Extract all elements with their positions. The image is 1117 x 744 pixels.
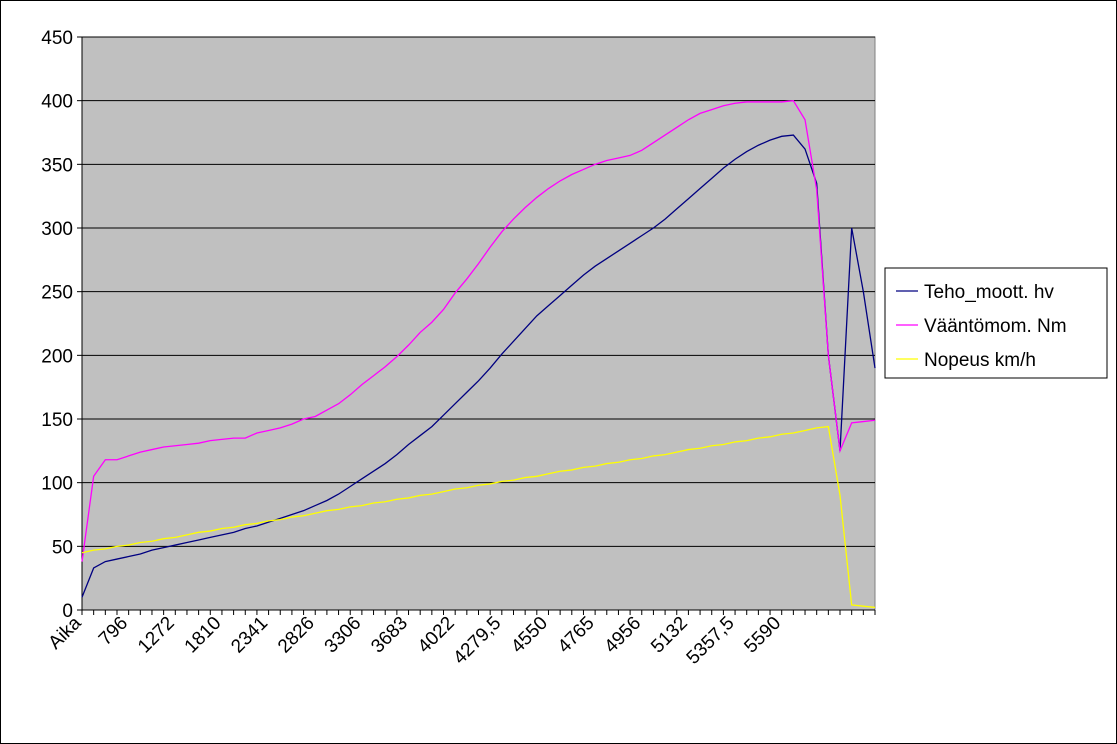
y-tick-label: 250	[41, 283, 73, 304]
series-line	[81, 99, 876, 562]
y-tick-label: 450	[41, 28, 73, 49]
legend-label: Nopeus km/h	[924, 350, 1036, 371]
legend-label: Teho_moott. hv	[924, 282, 1054, 303]
series-line	[81, 425, 876, 609]
y-tick-label: 150	[41, 410, 73, 431]
legend	[884, 267, 1108, 379]
legend-entries: Teho_moott. hv Vääntömom. Nm Nopeus km/h	[896, 282, 1067, 371]
plot-background	[81, 36, 876, 611]
legend-label: Vääntömom. Nm	[924, 316, 1067, 337]
y-tick-label: 100	[41, 474, 73, 495]
y-tick-label: 200	[41, 346, 73, 367]
y-tick-label: 50	[52, 537, 73, 558]
y-tick-label: 0	[62, 601, 73, 622]
y-tick-label: 350	[41, 155, 73, 176]
series-line	[81, 134, 876, 598]
y-tick-label: 300	[41, 219, 73, 240]
y-tick-label: 400	[41, 92, 73, 113]
